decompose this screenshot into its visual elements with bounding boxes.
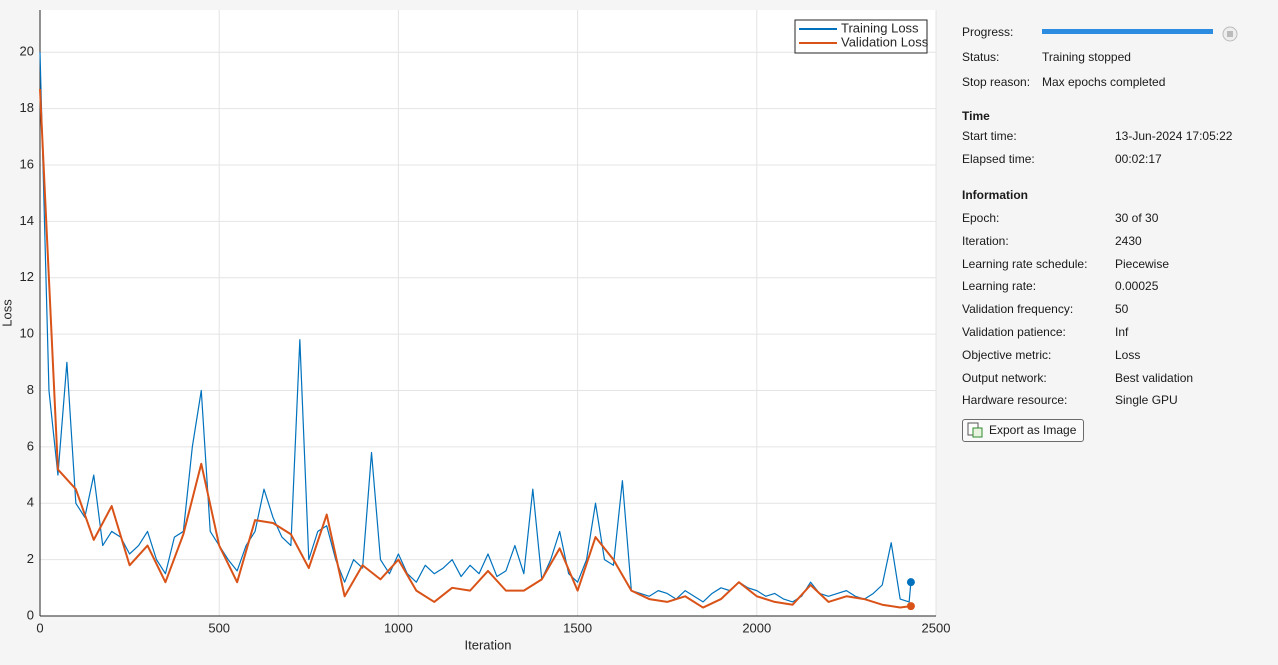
- y-tick-label: 10: [20, 326, 34, 341]
- field-value: Piecewise: [1115, 256, 1170, 271]
- x-tick-label: 1000: [384, 620, 413, 635]
- y-tick-label: 4: [27, 495, 34, 510]
- field-value: Best validation: [1115, 370, 1194, 385]
- status-label: Status:: [962, 50, 1000, 64]
- final-point: [906, 578, 915, 587]
- x-tick-label: 2500: [922, 620, 950, 635]
- field-value: 00:02:17: [1115, 152, 1162, 166]
- legend-label: Training Loss: [841, 20, 919, 35]
- y-tick-label: 6: [27, 438, 34, 453]
- field-label: Learning rate:: [962, 279, 1037, 294]
- status-value: Training stopped: [1042, 50, 1131, 64]
- field-label: Validation frequency:: [962, 302, 1074, 317]
- field-label: Iteration:: [962, 233, 1009, 248]
- export-button[interactable]: Export as Image: [962, 419, 1085, 442]
- field-label: Epoch:: [962, 211, 1000, 225]
- field-value: Loss: [1115, 347, 1141, 362]
- series-line: [39, 88, 912, 609]
- progress: [1042, 26, 1238, 42]
- field-label: Learning rate schedule:: [962, 256, 1088, 271]
- field-label: Validation patience:: [962, 325, 1066, 339]
- series-line: [39, 52, 912, 603]
- field-label: Output network:: [962, 370, 1047, 385]
- y-axis-label: Loss: [0, 299, 14, 327]
- stop-reason-value: Max epochs completed: [1042, 75, 1166, 89]
- y-tick-label: 14: [20, 213, 34, 228]
- progress-bar: [1042, 29, 1213, 34]
- export-icon: [967, 422, 983, 438]
- section-heading: Information: [962, 188, 1028, 202]
- field-label: Elapsed time:: [962, 152, 1035, 166]
- field-label: Objective metric:: [962, 347, 1052, 362]
- section-heading: Time: [962, 109, 990, 123]
- field-value: 30 of 30: [1115, 211, 1159, 225]
- plot-area: [40, 10, 936, 616]
- x-axis-label: Iteration: [465, 637, 512, 652]
- field-value: 50: [1115, 302, 1129, 317]
- field-value: 2430: [1115, 233, 1142, 248]
- field-value: Single GPU: [1115, 393, 1178, 408]
- stop-square: [1227, 31, 1233, 37]
- field-value: Inf: [1115, 325, 1129, 339]
- stop-reason-label: Stop reason:: [962, 75, 1031, 89]
- y-tick-label: 12: [20, 269, 34, 284]
- final-point: [906, 602, 915, 611]
- y-tick-label: 8: [27, 382, 34, 397]
- legend-box: [794, 19, 928, 54]
- x-tick-label: 500: [208, 620, 230, 635]
- progress-label: Progress:: [962, 25, 1014, 39]
- field-label: Hardware resource:: [962, 393, 1068, 408]
- field-value: 13-Jun-2024 17:05:22: [1115, 129, 1233, 143]
- y-tick-label: 16: [20, 156, 34, 171]
- field-value: 0.00025: [1115, 279, 1159, 294]
- y-tick-label: 0: [27, 607, 34, 622]
- legend-label: Validation Loss: [841, 34, 929, 49]
- y-tick-label: 18: [20, 100, 34, 115]
- y-tick-label: 2: [27, 551, 34, 566]
- x-tick-label: 1500: [563, 620, 592, 635]
- y-tick-label: 20: [20, 44, 34, 59]
- chart: Iteration Loss 0 2 4 6 8 10 12 14 16 18 20 0 500 1000…: [0, 10, 950, 652]
- field-label: Start time:: [962, 129, 1017, 143]
- x-tick-label: 0: [36, 620, 43, 635]
- x-tick-label: 2000: [742, 620, 771, 635]
